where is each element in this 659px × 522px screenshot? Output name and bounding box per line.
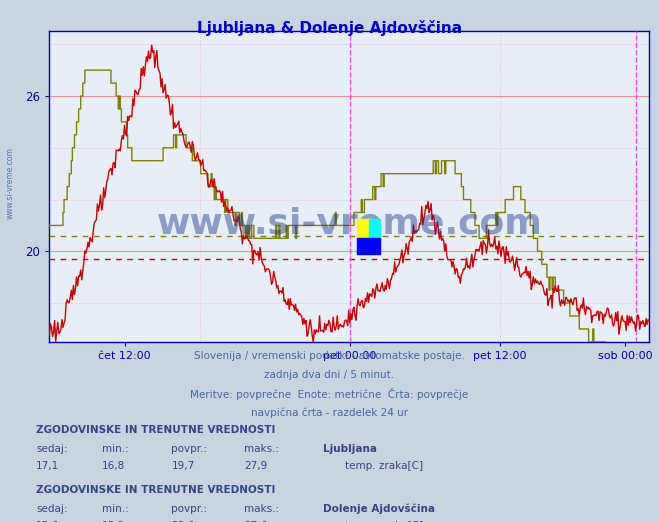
Text: 17,1: 17,1 [36, 461, 59, 471]
Text: povpr.:: povpr.: [171, 504, 208, 514]
Text: 19,7: 19,7 [171, 461, 194, 471]
Text: navpična črta - razdelek 24 ur: navpična črta - razdelek 24 ur [251, 407, 408, 418]
Text: povpr.:: povpr.: [171, 444, 208, 454]
Text: Dolenje Ajdovščina: Dolenje Ajdovščina [323, 504, 435, 514]
Text: Slovenija / vremenski podatki - avtomatske postaje.: Slovenija / vremenski podatki - avtomats… [194, 351, 465, 361]
Text: Meritve: povprečne  Enote: metrične  Črta: povprečje: Meritve: povprečne Enote: metrične Črta:… [190, 388, 469, 400]
Bar [357, 219, 369, 238]
Text: 15,2: 15,2 [102, 521, 125, 522]
Text: min.:: min.: [102, 444, 129, 454]
Text: 27,9: 27,9 [244, 461, 267, 471]
Text: sedaj:: sedaj: [36, 444, 68, 454]
Text: sedaj:: sedaj: [36, 504, 68, 514]
Text: 27,6: 27,6 [244, 521, 267, 522]
Bar [369, 219, 380, 238]
Text: 20,6: 20,6 [171, 521, 194, 522]
Text: www.si-vreme.com: www.si-vreme.com [156, 207, 542, 241]
Text: zadnja dva dni / 5 minut.: zadnja dva dni / 5 minut. [264, 370, 395, 379]
Text: maks.:: maks.: [244, 444, 279, 454]
Text: 16,8: 16,8 [102, 461, 125, 471]
Text: Ljubljana: Ljubljana [323, 444, 377, 454]
Text: Ljubljana & Dolenje Ajdovščina: Ljubljana & Dolenje Ajdovščina [197, 20, 462, 36]
Text: ZGODOVINSKE IN TRENUTNE VREDNOSTI: ZGODOVINSKE IN TRENUTNE VREDNOSTI [36, 485, 275, 495]
Text: ZGODOVINSKE IN TRENUTNE VREDNOSTI: ZGODOVINSKE IN TRENUTNE VREDNOSTI [36, 425, 275, 435]
Text: 15,6: 15,6 [36, 521, 59, 522]
Text: temp. zraka[C]: temp. zraka[C] [345, 461, 423, 471]
Bar [357, 238, 380, 254]
Text: www.si-vreme.com: www.si-vreme.com [5, 147, 14, 219]
Text: min.:: min.: [102, 504, 129, 514]
Text: temp. zraka[C]: temp. zraka[C] [345, 521, 423, 522]
Text: maks.:: maks.: [244, 504, 279, 514]
